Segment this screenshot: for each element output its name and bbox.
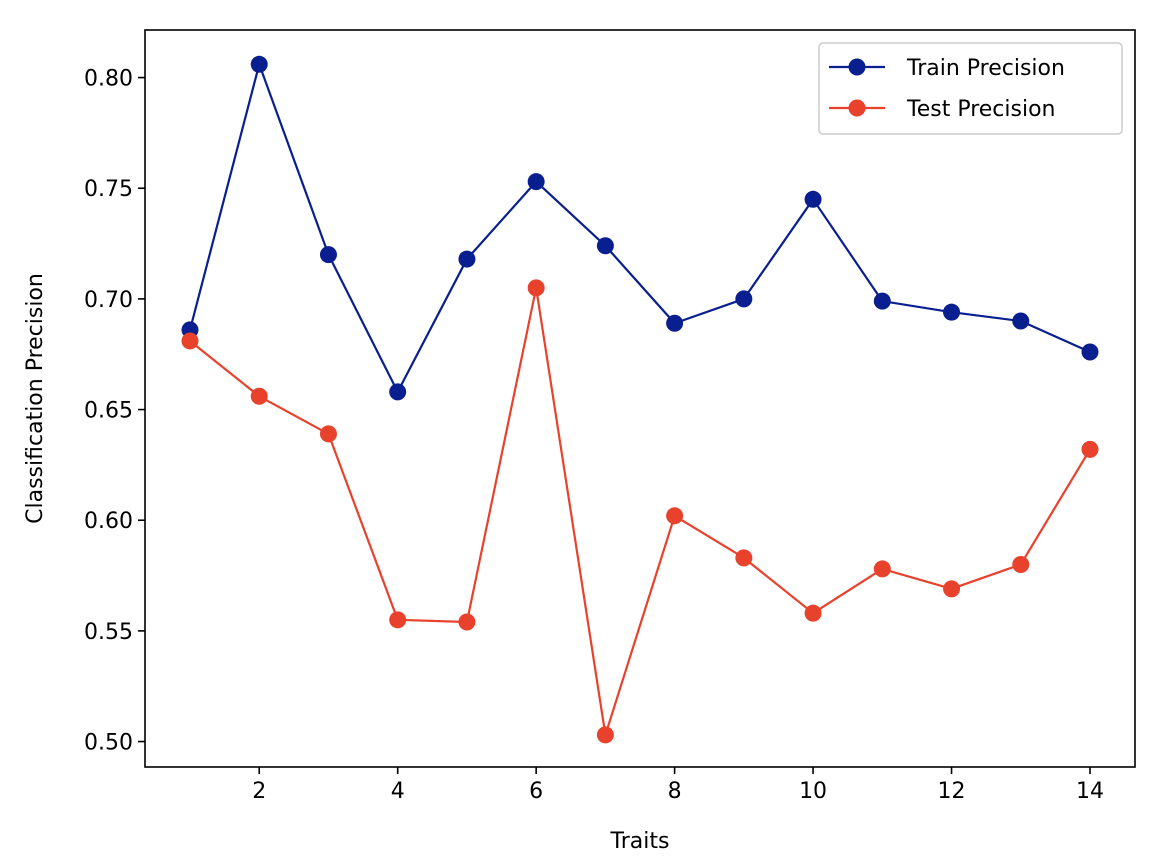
data-point [666,507,684,525]
y-tick-label: 0.55 [84,620,133,645]
legend-items: Train Precision Test Precision [829,56,1065,122]
data-point [735,290,753,308]
legend-marker-2 [848,99,866,117]
data-point [1012,312,1030,330]
y-tick-label: 0.65 [84,399,133,424]
data-point [804,190,822,208]
series-line-2 [189,286,1091,737]
data-point [943,580,961,598]
data-point [804,604,822,622]
x-tick-label: 2 [252,779,266,804]
data-point [250,387,268,405]
data-point [250,55,268,73]
y-tick-label: 0.75 [84,177,133,202]
x-tick-label: 10 [799,779,827,804]
data-point [319,246,337,264]
x-tick-label: 4 [391,779,405,804]
data-point [389,611,407,629]
data-point [596,237,614,255]
series-line-1 [188,63,1091,393]
data-point [319,425,337,443]
data-point [873,560,891,578]
data-point [1012,555,1030,573]
data-point [1081,343,1099,361]
data-point [873,292,891,310]
data-point [527,279,545,297]
data-point [596,726,614,744]
plot-frame [144,29,1136,768]
data-point [1081,440,1099,458]
x-axis: 2 4 6 8 10 12 14 [252,767,1104,804]
legend: Train Precision Test Precision [818,42,1123,135]
y-axis-label: Classification Precision [23,273,48,524]
data-point [181,332,199,350]
x-tick-label: 6 [529,779,543,804]
y-tick-label: 0.80 [84,67,133,92]
legend-marker-1 [848,58,866,76]
data-point [527,173,545,191]
data-point [458,250,476,268]
x-axis-label: Traits [610,829,670,854]
x-tick-label: 14 [1076,779,1104,804]
legend-label-1: Train Precision [906,56,1065,81]
series-lines [188,63,1091,737]
y-tick-label: 0.50 [84,731,133,756]
data-point [735,549,753,567]
data-point [458,613,476,631]
series-markers [181,55,1099,744]
x-tick-label: 8 [668,779,682,804]
legend-label-2: Test Precision [906,97,1055,122]
x-tick-label: 12 [938,779,966,804]
data-point [389,383,407,401]
y-tick-label: 0.70 [84,288,133,313]
data-point [943,303,961,321]
data-point [666,314,684,332]
y-axis: 0.50 0.55 0.60 0.65 0.70 0.75 0.80 [84,67,145,756]
legend-box [818,42,1123,135]
y-tick-label: 0.60 [84,509,133,534]
